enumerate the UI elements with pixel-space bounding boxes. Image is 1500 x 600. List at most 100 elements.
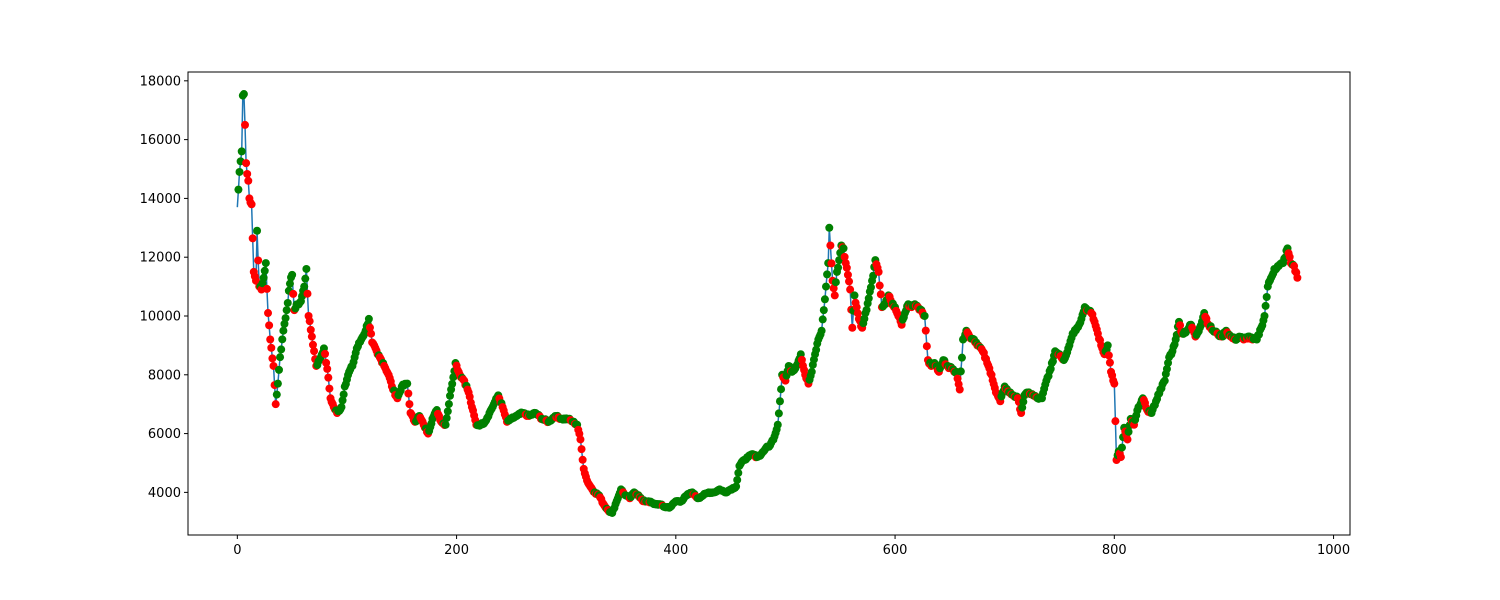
data-point-up <box>239 90 248 99</box>
data-point-up <box>820 295 829 304</box>
data-point-up <box>866 283 875 292</box>
data-point-down <box>266 335 275 344</box>
data-point-down <box>826 241 835 250</box>
data-point-up <box>443 407 452 416</box>
data-point-up <box>444 400 453 409</box>
data-point-down <box>876 290 885 299</box>
data-point-up <box>285 279 294 288</box>
plot-area <box>234 90 1302 517</box>
data-point-down <box>242 159 251 168</box>
data-point-up <box>288 270 297 279</box>
data-point-down <box>247 200 256 209</box>
x-axis: 0 200 400 600 800 1000 <box>233 535 1350 558</box>
data-point-down <box>830 291 839 300</box>
x-tick-label: 0 <box>233 543 241 558</box>
data-point-up <box>234 185 243 194</box>
data-point-up <box>817 326 826 335</box>
axes-frame <box>187 71 1351 536</box>
data-point-up <box>253 226 262 235</box>
data-point-up <box>1162 364 1171 373</box>
data-point-up <box>1117 443 1126 452</box>
data-point-up <box>276 353 285 362</box>
x-tick-label: 600 <box>883 543 908 558</box>
data-point-down <box>1285 252 1294 261</box>
data-point-down <box>310 347 319 356</box>
data-point-up <box>279 326 288 335</box>
data-point-up <box>1260 311 1269 320</box>
data-point-up <box>300 282 309 291</box>
data-point-down <box>322 358 331 367</box>
data-point-up <box>1261 301 1270 310</box>
data-point-down <box>325 384 334 393</box>
data-point-up <box>449 373 458 382</box>
y-tick-label: 8000 <box>148 368 181 383</box>
data-point-down <box>840 252 849 261</box>
data-point-down <box>1123 435 1132 444</box>
data-point-up <box>277 345 286 354</box>
x-tick-label: 200 <box>444 543 469 558</box>
data-point-down <box>323 364 332 373</box>
data-point-up <box>831 278 840 287</box>
data-point-up <box>777 385 786 394</box>
y-tick-label: 10000 <box>140 309 181 324</box>
y-tick-label: 14000 <box>140 192 181 207</box>
data-point-down <box>303 289 312 298</box>
data-point-up <box>775 397 784 406</box>
data-point-down <box>404 389 413 398</box>
data-point-down <box>842 263 851 272</box>
data-point-up <box>337 403 346 412</box>
data-point-down <box>875 281 884 290</box>
data-point-up <box>302 264 311 273</box>
data-point-up <box>732 482 741 491</box>
data-point-down <box>251 276 260 285</box>
data-point-down <box>846 285 855 294</box>
y-axis: 4000 6000 8000 10000 12000 14000 16000 18000 <box>140 74 188 501</box>
data-point-down <box>921 326 930 335</box>
data-point-down <box>305 317 314 326</box>
data-point-down <box>465 392 474 401</box>
y-tick-label: 18000 <box>140 74 181 89</box>
data-point-down <box>1111 417 1120 426</box>
y-tick-label: 16000 <box>140 133 181 148</box>
data-point-down <box>324 373 333 382</box>
data-point-up <box>442 414 451 423</box>
data-point-up <box>1019 397 1028 406</box>
data-point-up <box>273 379 282 388</box>
data-point-up <box>339 390 348 399</box>
data-point-down <box>248 234 257 243</box>
data-point-down <box>405 400 414 409</box>
data-point-up <box>920 311 929 320</box>
data-point-down <box>271 400 280 409</box>
data-point-up <box>446 391 454 400</box>
data-point-up <box>403 379 412 388</box>
data-point-down <box>365 323 374 332</box>
data-point-up <box>281 314 290 323</box>
data-point-up <box>274 365 283 374</box>
x-tick-label: 400 <box>663 543 688 558</box>
data-point-down <box>268 354 277 363</box>
data-point-down <box>874 267 883 276</box>
data-point-down <box>827 259 836 268</box>
data-point-down <box>321 349 330 358</box>
data-point-down <box>1104 351 1113 360</box>
data-point-up <box>364 314 373 323</box>
data-point-up <box>822 282 830 291</box>
data-point-up <box>734 468 743 477</box>
data-point-up <box>834 263 843 272</box>
data-point-up <box>441 420 450 429</box>
data-point-down <box>308 340 317 349</box>
data-point-up <box>338 396 347 405</box>
data-point-up <box>272 390 281 399</box>
data-point-down <box>254 256 263 265</box>
data-point-up <box>278 335 287 344</box>
data-point-up <box>850 291 859 300</box>
data-point-down <box>1116 453 1125 462</box>
data-point-down <box>843 270 852 279</box>
data-point-down <box>955 385 964 394</box>
x-tick-label: 800 <box>1102 543 1127 558</box>
data-point-down <box>1105 358 1114 367</box>
data-point-up <box>1160 376 1169 385</box>
data-point-down <box>289 289 298 298</box>
data-point-up <box>819 306 828 315</box>
data-point-up <box>260 266 269 275</box>
